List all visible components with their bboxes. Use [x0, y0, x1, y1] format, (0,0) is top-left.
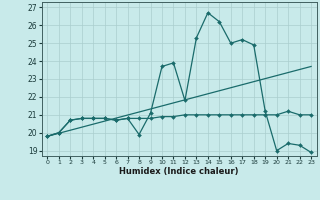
X-axis label: Humidex (Indice chaleur): Humidex (Indice chaleur) [119, 167, 239, 176]
